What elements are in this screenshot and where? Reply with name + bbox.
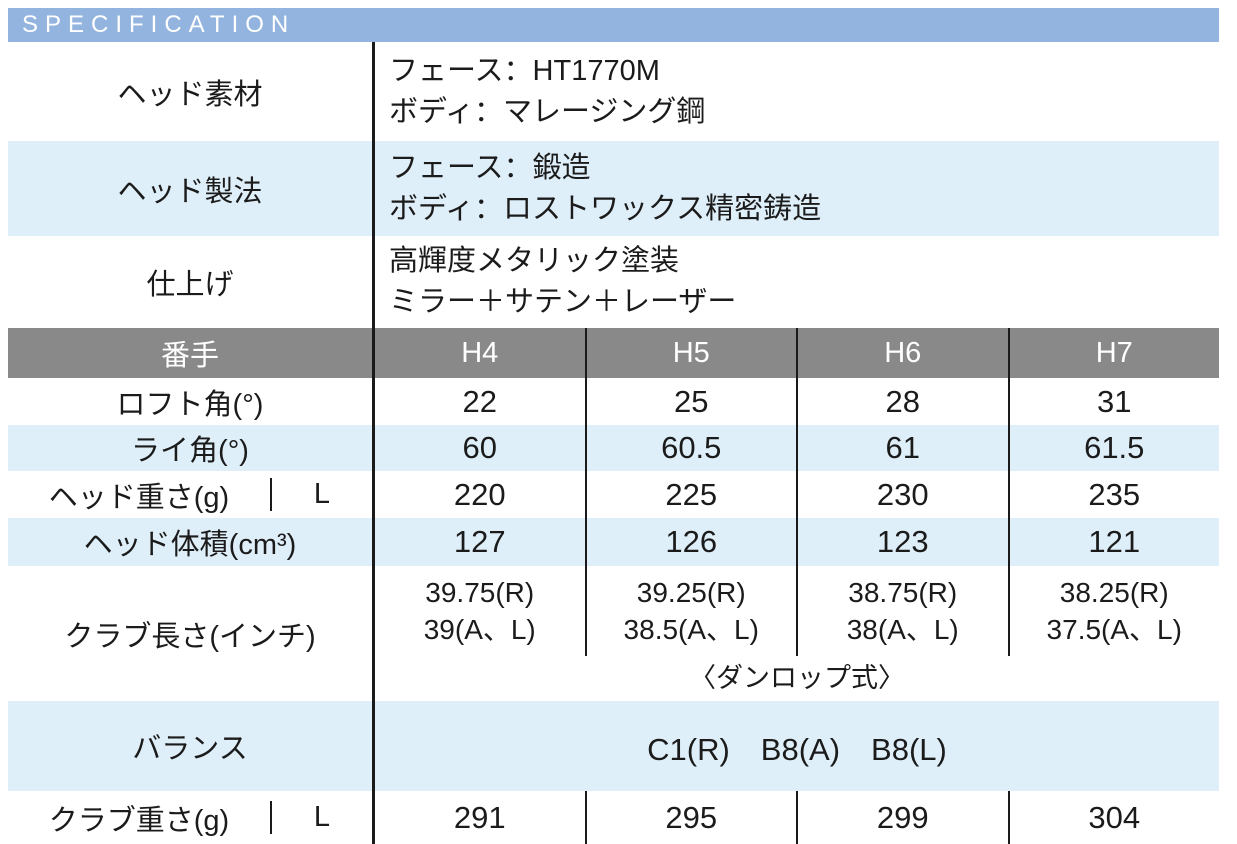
club-weight-values: 291 295 299 304	[372, 791, 1219, 844]
balance-label: バランス	[132, 733, 248, 765]
head-construction-face: フェース：鍛造	[389, 151, 591, 184]
loft-h5: 25	[584, 378, 797, 425]
club-length-h5-al: 38.5(A、L)	[623, 614, 759, 645]
lie-angle-label: ライ角(°)	[131, 435, 249, 467]
column-header-h6: H6	[796, 328, 1008, 378]
spec-table-header-row: 番手 H4 H5 H6 H7	[8, 328, 1219, 378]
club-weight-flex-label: L	[270, 801, 372, 834]
finish-value-cell: 高輝度メタリック塗装 ミラー＋サテン＋レーザー	[372, 236, 1219, 328]
balance-label-cell: バランス	[8, 701, 372, 791]
column-header-h4: H4	[461, 336, 499, 369]
club-length-label-cell: クラブ長さ(インチ)	[8, 566, 372, 701]
dunlop-method-note: 〈ダンロップ式〉	[689, 663, 905, 693]
spec-row-lie-angle: ライ角(°) 60 60.5 61 61.5	[8, 425, 1219, 471]
head-volume-h5: 126	[584, 518, 797, 566]
head-weight-values: 220 225 230 235	[372, 471, 1219, 518]
head-volume-h6: 123	[796, 518, 1008, 566]
lie-h4: 60	[462, 430, 497, 465]
column-header-h7: H7	[1007, 328, 1220, 378]
club-length-h5-r: 39.25(R)	[636, 577, 746, 608]
head-material-label: ヘッド素材	[117, 78, 263, 111]
club-length-h5: 39.25(R) 38.5(A、L)	[584, 566, 797, 656]
specification-header-bar: SPECIFICATION	[8, 8, 1219, 42]
club-number-header-cell: 番手	[8, 328, 372, 378]
head-weight-h5: 225	[584, 471, 797, 518]
loft-angle-label-cell: ロフト角(°)	[8, 378, 372, 425]
club-length-label: クラブ長さ(インチ)	[64, 620, 316, 653]
club-length-h6: 38.75(R) 38(A、L)	[796, 566, 1008, 656]
club-weight-h7: 304	[1007, 791, 1220, 844]
club-length-value-area: 39.75(R) 39(A、L) 39.25(R) 38.5(A、L) 38.7…	[372, 566, 1219, 701]
head-volume-values: 127 126 123 121	[372, 518, 1219, 566]
row-finish: 仕上げ 高輝度メタリック塗装 ミラー＋サテン＋レーザー	[8, 236, 1219, 328]
column-header-h5: H5	[584, 328, 797, 378]
club-number-columns: H4 H5 H6 H7	[372, 328, 1219, 378]
loft-h7: 31	[1007, 378, 1220, 425]
specification-title: SPECIFICATION	[22, 11, 296, 38]
club-length-h4: 39.75(R) 39(A、L)	[375, 566, 585, 656]
loft-h6: 28	[796, 378, 1008, 425]
club-weight-h4: 291	[453, 799, 506, 835]
loft-h4: 22	[462, 383, 497, 419]
head-material-label-cell: ヘッド素材	[8, 42, 372, 141]
head-construction-label: ヘッド製法	[117, 175, 263, 208]
club-weight-h6: 299	[796, 791, 1008, 844]
club-weight-label: クラブ重さ(g)	[48, 804, 230, 837]
club-weight-h5: 295	[584, 791, 797, 844]
club-length-h4-al: 39(A、L)	[423, 614, 536, 645]
spec-row-club-weight: クラブ重さ(g) L 291 295 299 304	[8, 791, 1219, 844]
head-material-face: フェース：HT1770M	[389, 54, 660, 87]
lie-angle-label-cell: ライ角(°)	[8, 425, 372, 471]
finish-line2: ミラー＋サテン＋レーザー	[389, 286, 737, 318]
lie-h7: 61.5	[1007, 425, 1220, 471]
club-length-values: 39.75(R) 39(A、L) 39.25(R) 38.5(A、L) 38.7…	[375, 566, 1219, 656]
head-volume-h7: 121	[1007, 518, 1220, 566]
head-weight-label-cell: ヘッド重さ(g) L	[8, 471, 372, 518]
head-construction-body: ボディ：ロストワックス精密鋳造	[389, 192, 822, 225]
head-weight-label: ヘッド重さ(g)	[48, 481, 230, 514]
head-construction-value-cell: フェース：鍛造 ボディ：ロストワックス精密鋳造	[372, 141, 1219, 236]
head-material-body: ボディ：マレージング鋼	[389, 95, 706, 128]
head-weight-h7: 235	[1007, 471, 1220, 518]
spec-row-balance: バランス C1(R) B8(A) B8(L)	[8, 701, 1219, 791]
club-length-h7-r: 38.25(R)	[1059, 577, 1169, 608]
head-weight-flex-label: L	[270, 478, 372, 511]
spec-row-club-length: クラブ長さ(インチ) 39.75(R) 39(A、L) 39.25(R) 38.…	[8, 566, 1219, 701]
club-number-header-label: 番手	[160, 340, 219, 372]
finish-label-cell: 仕上げ	[8, 236, 372, 328]
loft-angle-values: 22 25 28 31	[372, 378, 1219, 425]
head-volume-h4: 127	[453, 524, 506, 559]
club-length-h7: 38.25(R) 37.5(A、L)	[1007, 566, 1220, 656]
row-head-material: ヘッド素材 フェース：HT1770M ボディ：マレージング鋼	[8, 42, 1219, 141]
head-volume-label-cell: ヘッド体積(cm³)	[8, 518, 372, 566]
lie-angle-values: 60 60.5 61 61.5	[372, 425, 1219, 471]
spec-row-head-weight: ヘッド重さ(g) L 220 225 230 235	[8, 471, 1219, 518]
club-weight-label-cell: クラブ重さ(g) L	[8, 791, 372, 844]
finish-line1: 高輝度メタリック塗装	[389, 245, 680, 277]
club-length-h6-r: 38.75(R)	[848, 577, 958, 608]
loft-angle-label: ロフト角(°)	[116, 388, 264, 421]
club-length-h7-al: 37.5(A、L)	[1046, 614, 1182, 645]
head-weight-h6: 230	[796, 471, 1008, 518]
head-construction-label-cell: ヘッド製法	[8, 141, 372, 236]
club-length-h4-r: 39.75(R)	[425, 577, 535, 608]
lie-h5: 60.5	[584, 425, 797, 471]
spec-row-head-volume: ヘッド体積(cm³) 127 126 123 121	[8, 518, 1219, 566]
spec-row-loft-angle: ロフト角(°) 22 25 28 31	[8, 378, 1219, 425]
lie-h6: 61	[796, 425, 1008, 471]
head-material-value-cell: フェース：HT1770M ボディ：マレージング鋼	[372, 42, 1219, 141]
row-head-construction: ヘッド製法 フェース：鍛造 ボディ：ロストワックス精密鋳造	[8, 141, 1219, 236]
head-weight-h4: 220	[453, 476, 506, 512]
finish-label: 仕上げ	[146, 269, 234, 301]
club-length-h6-al: 38(A、L)	[846, 614, 959, 645]
head-volume-label: ヘッド体積(cm³)	[83, 529, 297, 561]
balance-value: C1(R) B8(A) B8(L)	[372, 701, 1219, 791]
